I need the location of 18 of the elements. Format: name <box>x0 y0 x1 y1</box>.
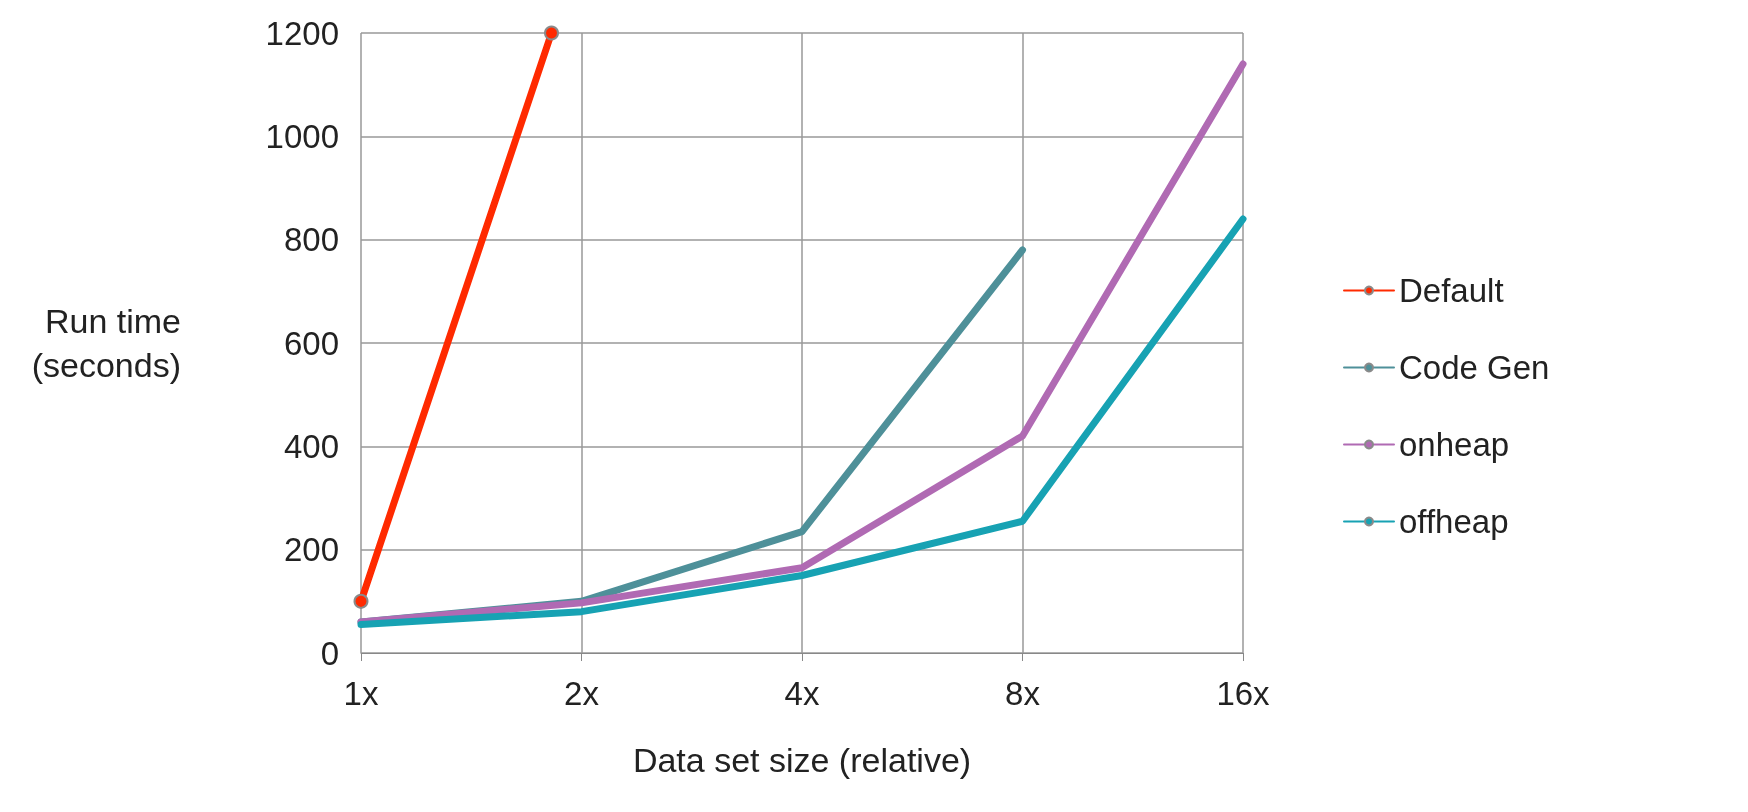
y-tick-label: 200 <box>283 531 339 569</box>
x-tick-label: 8x <box>1005 675 1041 712</box>
x-axis-title: Data set size (relative) <box>632 741 972 779</box>
y-tick-label: 400 <box>283 427 339 465</box>
legend-label: offheap <box>1399 503 1509 540</box>
y-tick-label: 1000 <box>265 117 339 155</box>
x-tick-label: 2x <box>564 675 600 712</box>
y-axis-title: Run time (seconds) <box>31 302 181 384</box>
x-tick-label: 4x <box>784 675 820 712</box>
y-tick-label: 0 <box>320 634 339 672</box>
x-tick-label: 16x <box>1216 675 1271 712</box>
y-tick-label: 1200 <box>265 14 339 52</box>
legend-label: Code Gen <box>1399 349 1550 386</box>
x-tick-label: 1x <box>343 675 379 712</box>
y-tick-label: 800 <box>283 221 339 259</box>
legend-label: onheap <box>1399 426 1510 463</box>
y-tick-label: 600 <box>283 324 339 362</box>
legend-label: Default <box>1399 272 1504 309</box>
